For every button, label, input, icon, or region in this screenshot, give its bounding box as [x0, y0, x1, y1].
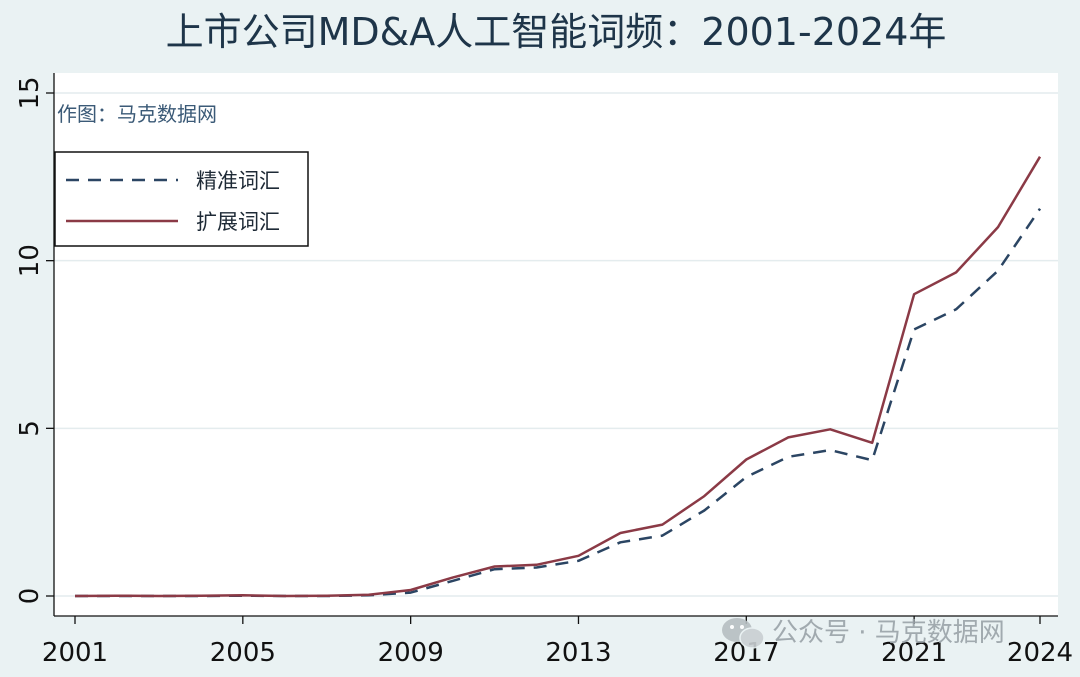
legend-label-precise: 精准词汇: [196, 169, 280, 193]
chart-title: 上市公司MD&A人工智能词频：2001-2024年: [166, 10, 947, 54]
y-tick-label: 10: [15, 244, 45, 277]
x-axis: 2001 2005 2009 2013 2017 2021 2024: [42, 615, 1073, 668]
wechat-icon: [722, 618, 765, 649]
series-lines: [74, 156, 1042, 598]
y-tick-label: 0: [15, 588, 45, 605]
y-tick-label: 15: [15, 76, 45, 109]
x-tick-label: 2024: [1007, 638, 1073, 668]
legend: 精准词汇 扩展词汇: [54, 151, 309, 247]
y-tick-label: 5: [15, 420, 45, 437]
x-tick-label: 2001: [42, 638, 108, 668]
watermark-text: 公众号 · 马克数据网: [772, 618, 1005, 648]
legend-label-extended: 扩展词汇: [196, 210, 280, 234]
x-tick-label: 2021: [881, 638, 947, 668]
x-tick-label: 2005: [210, 638, 276, 668]
y-axis: 0 5 10 15: [15, 73, 55, 616]
x-tick-label: 2009: [378, 638, 444, 668]
series-line-extended: [74, 156, 1042, 598]
watermark: 公众号 · 马克数据网: [722, 618, 1005, 649]
legend-box: [54, 151, 309, 247]
x-tick-label: 2013: [545, 638, 611, 668]
chart-note: 作图：马克数据网: [57, 102, 217, 126]
